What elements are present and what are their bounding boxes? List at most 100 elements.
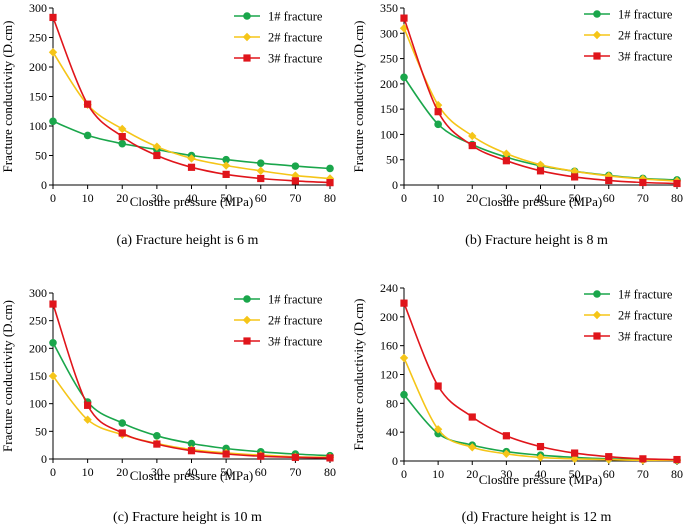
data-point — [153, 440, 161, 448]
data-point — [222, 155, 230, 164]
y-tick-label: 150 — [29, 90, 47, 104]
y-tick-label: 100 — [29, 397, 47, 411]
legend-marker — [243, 12, 251, 20]
x-tick-label: 70 — [289, 191, 301, 205]
x-tick-label: 50 — [569, 467, 581, 481]
x-tick-label: 30 — [500, 467, 512, 481]
legend-entry-2: 2# fracture — [234, 314, 323, 328]
y-tick-label: 350 — [380, 1, 398, 15]
data-point — [468, 443, 477, 452]
series-3-fracture — [400, 14, 681, 188]
x-tick-label: 20 — [466, 467, 478, 481]
data-point — [434, 108, 442, 116]
data-point — [400, 73, 408, 82]
series-3-fracture — [49, 300, 334, 462]
data-point — [118, 429, 126, 437]
x-axis-label: Closure pressure (MPa) — [479, 194, 602, 209]
legend-entry-1: 1# fracture — [234, 10, 323, 24]
y-tick-label: 40 — [386, 425, 398, 439]
legend-entry-1: 1# fracture — [584, 288, 673, 302]
data-point — [673, 455, 681, 464]
x-tick-label: 30 — [151, 191, 163, 205]
x-tick-label: 20 — [116, 191, 128, 205]
data-point — [187, 439, 196, 448]
data-point — [639, 455, 647, 463]
legend-label: 2# fracture — [618, 309, 673, 323]
data-point — [536, 160, 545, 169]
series-2-fracture — [48, 48, 335, 183]
y-tick-label: 300 — [29, 286, 47, 300]
x-tick-label: 0 — [401, 467, 407, 481]
x-tick-label: 50 — [220, 465, 232, 479]
data-point — [49, 13, 57, 22]
y-axis-label: Fracture conductivity (D.cm) — [0, 21, 15, 173]
y-tick-label: 50 — [35, 149, 47, 163]
data-point — [291, 171, 300, 180]
legend-marker — [242, 315, 252, 325]
x-tick-label: 40 — [535, 467, 547, 481]
x-tick-label: 80 — [324, 465, 336, 479]
legend-label: 3# fracture — [268, 335, 323, 349]
panel-caption: (c) Fracture height is 10 m — [113, 510, 262, 525]
data-point — [433, 425, 443, 434]
x-tick-label: 40 — [186, 191, 198, 205]
y-tick-label: 100 — [29, 119, 47, 133]
y-tick-label: 50 — [386, 153, 398, 167]
legend-label: 1# fracture — [268, 293, 323, 307]
series-line — [403, 394, 678, 462]
y-axis-label: Fracture conductivity (D.cm) — [0, 300, 15, 452]
y-axis-label: Fracture conductivity (D.cm) — [351, 21, 366, 173]
y-axis-label: Fracture conductivity (D.cm) — [351, 299, 366, 451]
legend-label: 3# fracture — [268, 52, 323, 66]
data-point — [536, 442, 545, 451]
panel-caption: (d) Fracture height is 12 m — [462, 510, 612, 525]
legend-marker — [593, 290, 601, 298]
legend-entry-1: 1# fracture — [234, 293, 323, 307]
y-tick-label: 80 — [386, 396, 398, 410]
legend-label: 2# fracture — [268, 31, 323, 45]
legend-entry-3: 3# fracture — [584, 330, 673, 344]
data-point — [49, 339, 57, 347]
data-point — [83, 415, 92, 424]
legend-marker — [593, 332, 601, 340]
data-point — [291, 162, 300, 170]
legend-marker — [243, 54, 251, 62]
x-tick-label: 60 — [603, 191, 615, 205]
data-point — [399, 353, 409, 363]
y-tick-label: 250 — [29, 314, 47, 328]
legend-marker — [242, 32, 252, 42]
y-tick-label: 0 — [392, 178, 398, 192]
panel-caption: (a) Fracture height is 6 m — [117, 233, 259, 248]
data-point — [570, 454, 579, 464]
x-tick-label: 30 — [500, 191, 512, 205]
data-point — [256, 159, 265, 167]
series-2-fracture — [399, 24, 682, 186]
x-tick-label: 70 — [637, 191, 649, 205]
x-tick-label: 40 — [535, 191, 547, 205]
chart-panel-b: 0 50 100 150 200 250 300 350 0 10 20 30 40 50 60 70 80 Cl… — [351, 1, 683, 248]
data-point — [468, 141, 476, 150]
y-tick-label: 100 — [380, 127, 398, 141]
data-point — [118, 419, 127, 427]
data-point — [221, 161, 231, 170]
data-point — [605, 176, 613, 185]
data-point — [118, 139, 127, 148]
data-point — [536, 167, 545, 175]
data-point — [83, 131, 92, 140]
data-point — [187, 447, 196, 455]
x-axis-label: Closure pressure (MPa) — [479, 472, 602, 487]
x-tick-label: 0 — [50, 191, 56, 205]
data-point — [571, 449, 579, 457]
y-tick-label: 250 — [29, 31, 47, 45]
x-tick-label: 20 — [466, 191, 478, 205]
series-line — [403, 17, 678, 185]
x-tick-label: 10 — [432, 191, 444, 205]
data-point — [84, 100, 92, 108]
y-tick-label: 200 — [380, 77, 398, 91]
legend-entry-2: 2# fracture — [234, 31, 323, 45]
x-tick-label: 20 — [116, 465, 128, 479]
legend-label: 3# fracture — [618, 50, 673, 64]
x-tick-label: 80 — [671, 467, 683, 481]
legend-entry-3: 3# fracture — [584, 50, 673, 64]
y-tick-label: 0 — [41, 178, 47, 192]
